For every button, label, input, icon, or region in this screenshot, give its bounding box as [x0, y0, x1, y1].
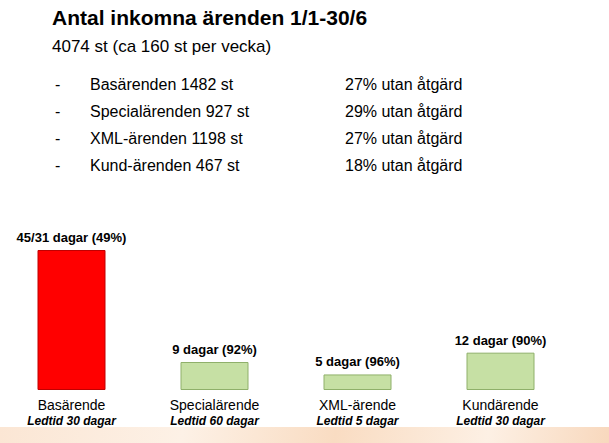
html-text:Basärenden 1482 st: Basärenden 1482 st — [90, 76, 234, 93]
svg-text:Basärende: Basärende — [38, 397, 106, 413]
svg-text:Ledtid 60 dagar: Ledtid 60 dagar — [170, 414, 260, 428]
html-text:Specialärenden 927 st: Specialärenden 927 st — [90, 103, 250, 120]
svg-text:Ledtid 30 dagar: Ledtid 30 dagar — [456, 414, 546, 428]
html-text:Kund-ärenden 467 st: Kund-ärenden 467 st — [90, 157, 240, 174]
html-text:18% utan åtgärd: 18% utan åtgärd — [345, 157, 463, 174]
html-text:27% utan åtgärd: 27% utan åtgärd — [345, 76, 463, 93]
svg-text:5 dagar (96%): 5 dagar (96%) — [315, 354, 400, 369]
svg-text:XML-ärende: XML-ärende — [319, 397, 396, 413]
html-text:4074 st (ca 160 st per vecka): 4074 st (ca 160 st per vecka) — [52, 37, 272, 56]
svg-text:9 dagar (92%): 9 dagar (92%) — [172, 342, 257, 357]
html-text:29% utan åtgärd: 29% utan åtgärd — [345, 103, 463, 120]
html-text:27% utan åtgärd: 27% utan åtgärd — [345, 130, 463, 147]
svg-text:Ledtid 30 dagar: Ledtid 30 dagar — [27, 414, 117, 428]
svg-text:Specialärende: Specialärende — [170, 397, 260, 413]
svg-text:12 dagar (90%): 12 dagar (90%) — [455, 333, 547, 348]
svg-text:Ledtid 5 dagar: Ledtid 5 dagar — [316, 414, 399, 428]
svg-text:45/31 dagar (49%): 45/31 dagar (49%) — [17, 230, 127, 245]
html-text:Antal inkomna ärenden 1/1-30/6: Antal inkomna ärenden 1/1-30/6 — [52, 6, 368, 29]
svg-text:Kundärende: Kundärende — [462, 397, 539, 413]
html-text:XML-ärenden 1198 st: XML-ärenden 1198 st — [90, 130, 243, 147]
